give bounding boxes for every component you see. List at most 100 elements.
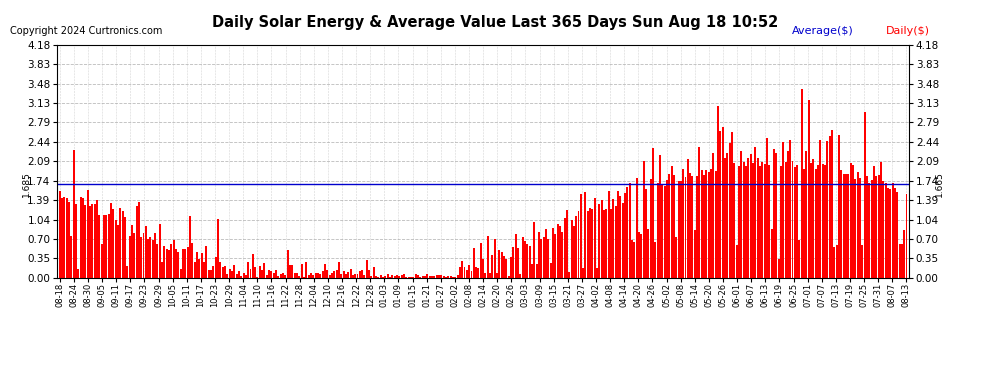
Bar bbox=[298, 276, 300, 278]
Bar bbox=[831, 130, 833, 278]
Text: 1.665: 1.665 bbox=[935, 171, 943, 197]
Bar bbox=[322, 271, 324, 278]
Text: Daily($): Daily($) bbox=[886, 26, 930, 36]
Bar bbox=[510, 257, 512, 278]
Bar bbox=[538, 232, 540, 278]
Bar bbox=[775, 153, 777, 278]
Bar bbox=[89, 206, 91, 278]
Bar bbox=[366, 260, 368, 278]
Bar bbox=[575, 216, 577, 278]
Bar bbox=[856, 172, 858, 278]
Bar bbox=[134, 232, 136, 278]
Bar bbox=[294, 273, 296, 278]
Bar bbox=[205, 246, 207, 278]
Bar bbox=[201, 253, 203, 278]
Bar bbox=[554, 234, 556, 278]
Bar bbox=[280, 274, 282, 278]
Bar bbox=[792, 161, 794, 278]
Bar bbox=[248, 262, 249, 278]
Bar bbox=[880, 162, 882, 278]
Bar bbox=[782, 142, 784, 278]
Bar bbox=[892, 183, 894, 278]
Bar bbox=[334, 271, 336, 278]
Bar bbox=[422, 276, 424, 278]
Bar bbox=[108, 214, 110, 278]
Text: 1.685: 1.685 bbox=[23, 171, 32, 197]
Bar bbox=[475, 267, 477, 278]
Bar bbox=[752, 163, 754, 278]
Bar bbox=[617, 191, 619, 278]
Bar bbox=[210, 270, 212, 278]
Bar bbox=[839, 135, 841, 278]
Bar bbox=[427, 274, 429, 278]
Bar bbox=[536, 264, 538, 278]
Bar bbox=[275, 270, 277, 278]
Bar bbox=[703, 175, 705, 278]
Bar bbox=[377, 277, 379, 278]
Bar bbox=[610, 209, 612, 278]
Bar bbox=[620, 196, 622, 278]
Bar bbox=[487, 237, 489, 278]
Bar bbox=[158, 224, 160, 278]
Bar bbox=[696, 176, 698, 278]
Bar bbox=[391, 274, 393, 278]
Bar bbox=[894, 188, 896, 278]
Bar bbox=[331, 273, 333, 278]
Bar bbox=[701, 170, 703, 278]
Bar bbox=[373, 267, 375, 278]
Bar bbox=[136, 206, 138, 278]
Bar bbox=[859, 178, 861, 278]
Bar bbox=[436, 275, 438, 278]
Bar bbox=[770, 229, 772, 278]
Text: Average($): Average($) bbox=[792, 26, 853, 36]
Bar bbox=[534, 222, 536, 278]
Bar bbox=[780, 166, 782, 278]
Bar bbox=[796, 165, 798, 278]
Bar bbox=[556, 224, 558, 278]
Bar bbox=[289, 266, 291, 278]
Bar bbox=[687, 159, 689, 278]
Bar bbox=[110, 202, 112, 278]
Bar bbox=[889, 189, 891, 278]
Bar bbox=[380, 275, 382, 278]
Bar bbox=[401, 275, 403, 278]
Bar bbox=[624, 193, 626, 278]
Bar bbox=[708, 172, 710, 278]
Bar bbox=[866, 176, 868, 278]
Bar bbox=[877, 175, 879, 278]
Bar bbox=[673, 176, 675, 278]
Bar bbox=[63, 197, 65, 278]
Bar bbox=[515, 234, 517, 278]
Bar bbox=[841, 170, 842, 278]
Bar bbox=[680, 181, 682, 278]
Bar bbox=[636, 178, 638, 278]
Bar bbox=[208, 270, 210, 278]
Bar bbox=[410, 277, 412, 278]
Bar bbox=[358, 271, 360, 278]
Bar bbox=[191, 243, 193, 278]
Bar bbox=[273, 273, 275, 278]
Bar bbox=[115, 220, 117, 278]
Bar bbox=[445, 277, 446, 278]
Bar bbox=[141, 237, 143, 278]
Bar bbox=[177, 252, 179, 278]
Bar bbox=[544, 229, 546, 278]
Bar bbox=[827, 141, 829, 278]
Bar bbox=[710, 169, 712, 278]
Bar bbox=[284, 275, 286, 278]
Bar bbox=[70, 236, 72, 278]
Bar bbox=[224, 266, 226, 278]
Bar bbox=[738, 166, 740, 278]
Bar bbox=[441, 275, 443, 278]
Bar bbox=[351, 274, 353, 278]
Bar bbox=[759, 166, 761, 278]
Text: Daily Solar Energy & Average Value Last 365 Days Sun Aug 18 10:52: Daily Solar Energy & Average Value Last … bbox=[212, 15, 778, 30]
Bar bbox=[501, 252, 503, 278]
Bar bbox=[577, 211, 579, 278]
Bar bbox=[729, 143, 731, 278]
Bar bbox=[270, 271, 272, 278]
Bar bbox=[149, 237, 151, 278]
Bar bbox=[77, 269, 79, 278]
Bar bbox=[647, 229, 649, 278]
Bar bbox=[296, 273, 298, 278]
